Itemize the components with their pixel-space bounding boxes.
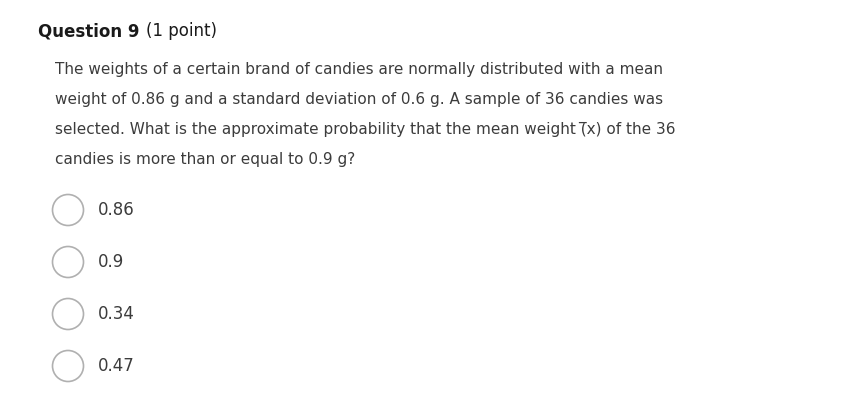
Text: Question 9: Question 9 <box>38 22 140 40</box>
Text: The weights of a certain brand of candies are normally distributed with a mean: The weights of a certain brand of candie… <box>55 62 663 77</box>
Text: (1 point): (1 point) <box>146 22 217 40</box>
Text: 0.47: 0.47 <box>98 357 135 375</box>
Text: candies is more than or equal to 0.9 g?: candies is more than or equal to 0.9 g? <box>55 152 356 167</box>
Text: 0.9: 0.9 <box>98 253 124 271</box>
Text: 0.86: 0.86 <box>98 201 135 219</box>
Text: selected. What is the approximate probability that the mean weight (̅x) of the 3: selected. What is the approximate probab… <box>55 122 675 137</box>
Text: weight of 0.86 g and a standard deviation of 0.6 g. A sample of 36 candies was: weight of 0.86 g and a standard deviatio… <box>55 92 663 107</box>
Text: 0.34: 0.34 <box>98 305 135 323</box>
